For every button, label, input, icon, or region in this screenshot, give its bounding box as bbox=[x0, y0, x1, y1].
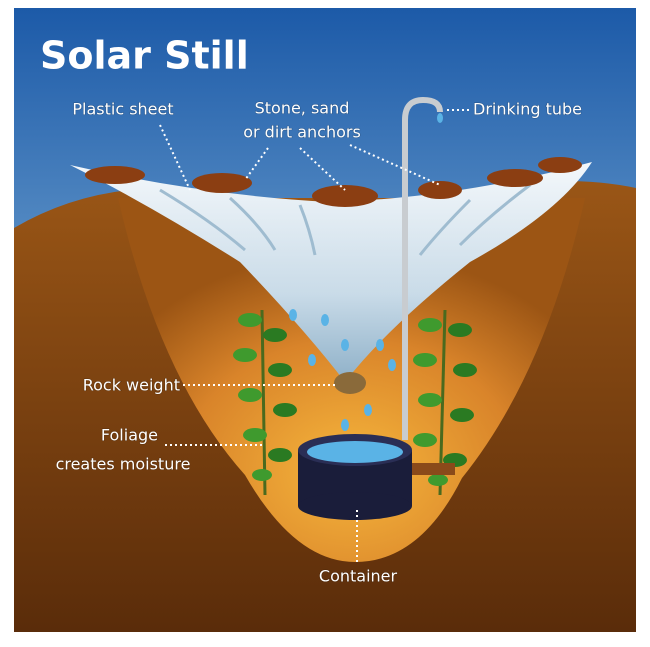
plastic-sheet-label: Plastic sheet bbox=[72, 100, 173, 119]
anchors-label: Stone, sand bbox=[255, 99, 350, 118]
drinking-tube-label: Drinking tube bbox=[473, 100, 582, 119]
rock-weight-label: Rock weight bbox=[83, 376, 180, 395]
solar-still-diagram: Solar Still Plastic sheet Stone, sand or… bbox=[0, 0, 650, 647]
title: Solar Still bbox=[40, 34, 249, 78]
foliage-label: Foliage bbox=[101, 426, 158, 445]
rock-weight bbox=[334, 372, 366, 394]
container-label: Container bbox=[319, 567, 398, 586]
foliage-label: creates moisture bbox=[56, 455, 191, 474]
anchors-label: or dirt anchors bbox=[243, 123, 361, 142]
